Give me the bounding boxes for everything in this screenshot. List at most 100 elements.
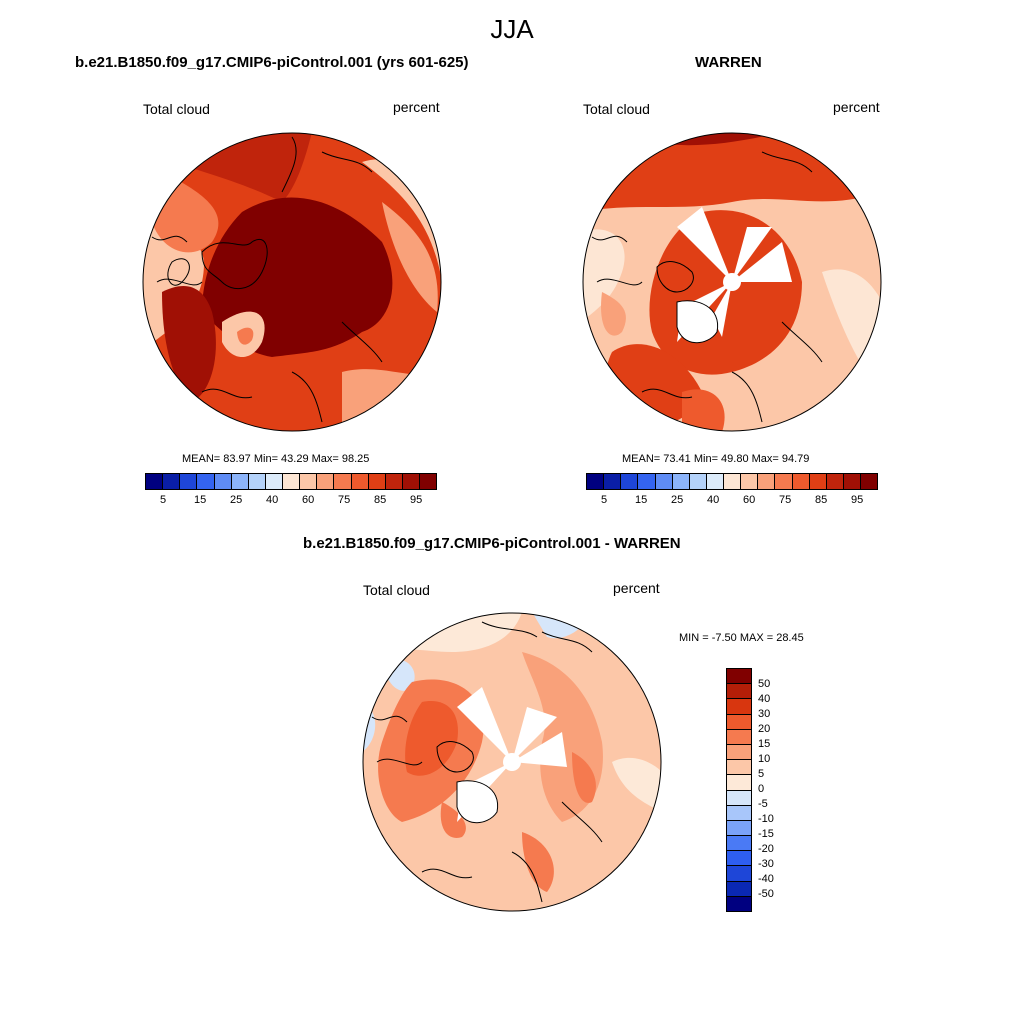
colorbar-swatch (604, 474, 622, 489)
panel3-tick: 10 (758, 753, 771, 765)
colorbar-swatch (265, 474, 283, 489)
panel3-tick: 15 (758, 738, 771, 750)
panel3-tick: -30 (758, 858, 774, 870)
panel3-tick: 30 (758, 708, 771, 720)
colorbar-swatch (180, 474, 198, 489)
panel1-tick: 40 (266, 494, 279, 506)
colorbar-swatch (283, 474, 301, 489)
panel2-stats: MEAN= 73.41 Min= 49.80 Max= 94.79 (622, 453, 810, 465)
colorbar-swatch (672, 474, 690, 489)
colorbar-swatch (300, 474, 318, 489)
colorbar-swatch (248, 474, 266, 489)
colorbar-swatch (727, 896, 751, 911)
panel3-tick: -10 (758, 813, 774, 825)
panel3-title: b.e21.B1850.f09_g17.CMIP6-piControl.001 … (303, 535, 681, 552)
colorbar-swatch (861, 474, 878, 489)
colorbar-swatch (727, 744, 751, 761)
colorbar-swatch (727, 790, 751, 806)
panel3-tick: 40 (758, 693, 771, 705)
panel1-units-label: percent (393, 99, 440, 115)
colorbar-swatch (214, 474, 232, 489)
colorbar-swatch (758, 474, 776, 489)
panel1-variable-label: Total cloud (143, 101, 210, 117)
figure-title: JJA (490, 14, 534, 44)
panel3-colorbar (726, 668, 752, 912)
colorbar-swatch (792, 474, 810, 489)
colorbar-swatch (587, 474, 605, 489)
panel2-units-label: percent (833, 99, 880, 115)
panel2-tick: 15 (635, 494, 648, 506)
panel2-tick: 25 (671, 494, 684, 506)
panel2-tick: 60 (743, 494, 756, 506)
panel1-stats: MEAN= 83.97 Min= 43.29 Max= 98.25 (182, 453, 370, 465)
panel1-tick: 95 (410, 494, 423, 506)
panel3-variable-label: Total cloud (363, 582, 430, 598)
panel2-tick: 85 (815, 494, 828, 506)
panel2-tick: 40 (707, 494, 720, 506)
colorbar-swatch (727, 760, 751, 776)
panel3-tick: -50 (758, 888, 774, 900)
colorbar-swatch (727, 684, 751, 700)
colorbar-swatch (231, 474, 249, 489)
panel1-tick: 75 (338, 494, 351, 506)
panel2-variable-label: Total cloud (583, 101, 650, 117)
panel1-tick: 85 (374, 494, 387, 506)
colorbar-swatch (727, 699, 751, 715)
panel3-stats: MIN = -7.50 MAX = 28.45 (679, 632, 804, 644)
colorbar-swatch (727, 851, 751, 867)
panel3-tick: 20 (758, 723, 771, 735)
colorbar-swatch (197, 474, 215, 489)
panel1-polar-map (142, 132, 442, 432)
colorbar-swatch (385, 474, 403, 489)
colorbar-swatch (727, 729, 751, 745)
colorbar-swatch (638, 474, 656, 489)
colorbar-swatch (727, 836, 751, 852)
panel3-units-label: percent (613, 580, 660, 596)
colorbar-swatch (727, 820, 751, 837)
colorbar-swatch (727, 866, 751, 882)
colorbar-swatch (334, 474, 352, 489)
colorbar-swatch (727, 714, 751, 730)
colorbar-swatch (655, 474, 673, 489)
colorbar-swatch (724, 474, 742, 489)
colorbar-swatch (727, 669, 751, 685)
panel1-tick: 60 (302, 494, 315, 506)
colorbar-swatch (621, 474, 639, 489)
panel2-title: WARREN (695, 54, 762, 71)
colorbar-swatch (826, 474, 844, 489)
panel2-tick: 75 (779, 494, 792, 506)
panel2-tick: 5 (601, 494, 608, 506)
colorbar-swatch (809, 474, 827, 489)
panel3-tick: -20 (758, 843, 774, 855)
colorbar-swatch (420, 474, 437, 489)
colorbar-swatch (727, 881, 751, 897)
colorbar-swatch (775, 474, 793, 489)
colorbar-swatch (146, 474, 164, 489)
colorbar-swatch (351, 474, 369, 489)
colorbar-swatch (741, 474, 759, 489)
colorbar-swatch (843, 474, 861, 489)
colorbar-swatch (727, 775, 751, 791)
panel3-tick: -15 (758, 828, 774, 840)
panel2-tick: 95 (851, 494, 864, 506)
colorbar-swatch (317, 474, 335, 489)
panel1-colorbar (145, 473, 437, 490)
colorbar-swatch (368, 474, 386, 489)
colorbar-swatch (402, 474, 420, 489)
panel1-tick: 5 (160, 494, 167, 506)
panel1-tick: 15 (194, 494, 207, 506)
colorbar-swatch (689, 474, 707, 489)
panel3-polar-map (362, 612, 662, 912)
panel3-tick: 0 (758, 783, 765, 795)
panel2-colorbar (586, 473, 878, 490)
panel3-tick: -5 (758, 798, 768, 810)
panel1-tick: 25 (230, 494, 243, 506)
colorbar-swatch (706, 474, 724, 489)
panel1-title: b.e21.B1850.f09_g17.CMIP6-piControl.001 … (75, 54, 469, 71)
panel3-tick: 50 (758, 678, 771, 690)
panel2-polar-map (582, 132, 882, 432)
panel3-tick: 5 (758, 768, 765, 780)
colorbar-swatch (163, 474, 181, 489)
panel3-tick: -40 (758, 873, 774, 885)
colorbar-swatch (727, 805, 751, 821)
